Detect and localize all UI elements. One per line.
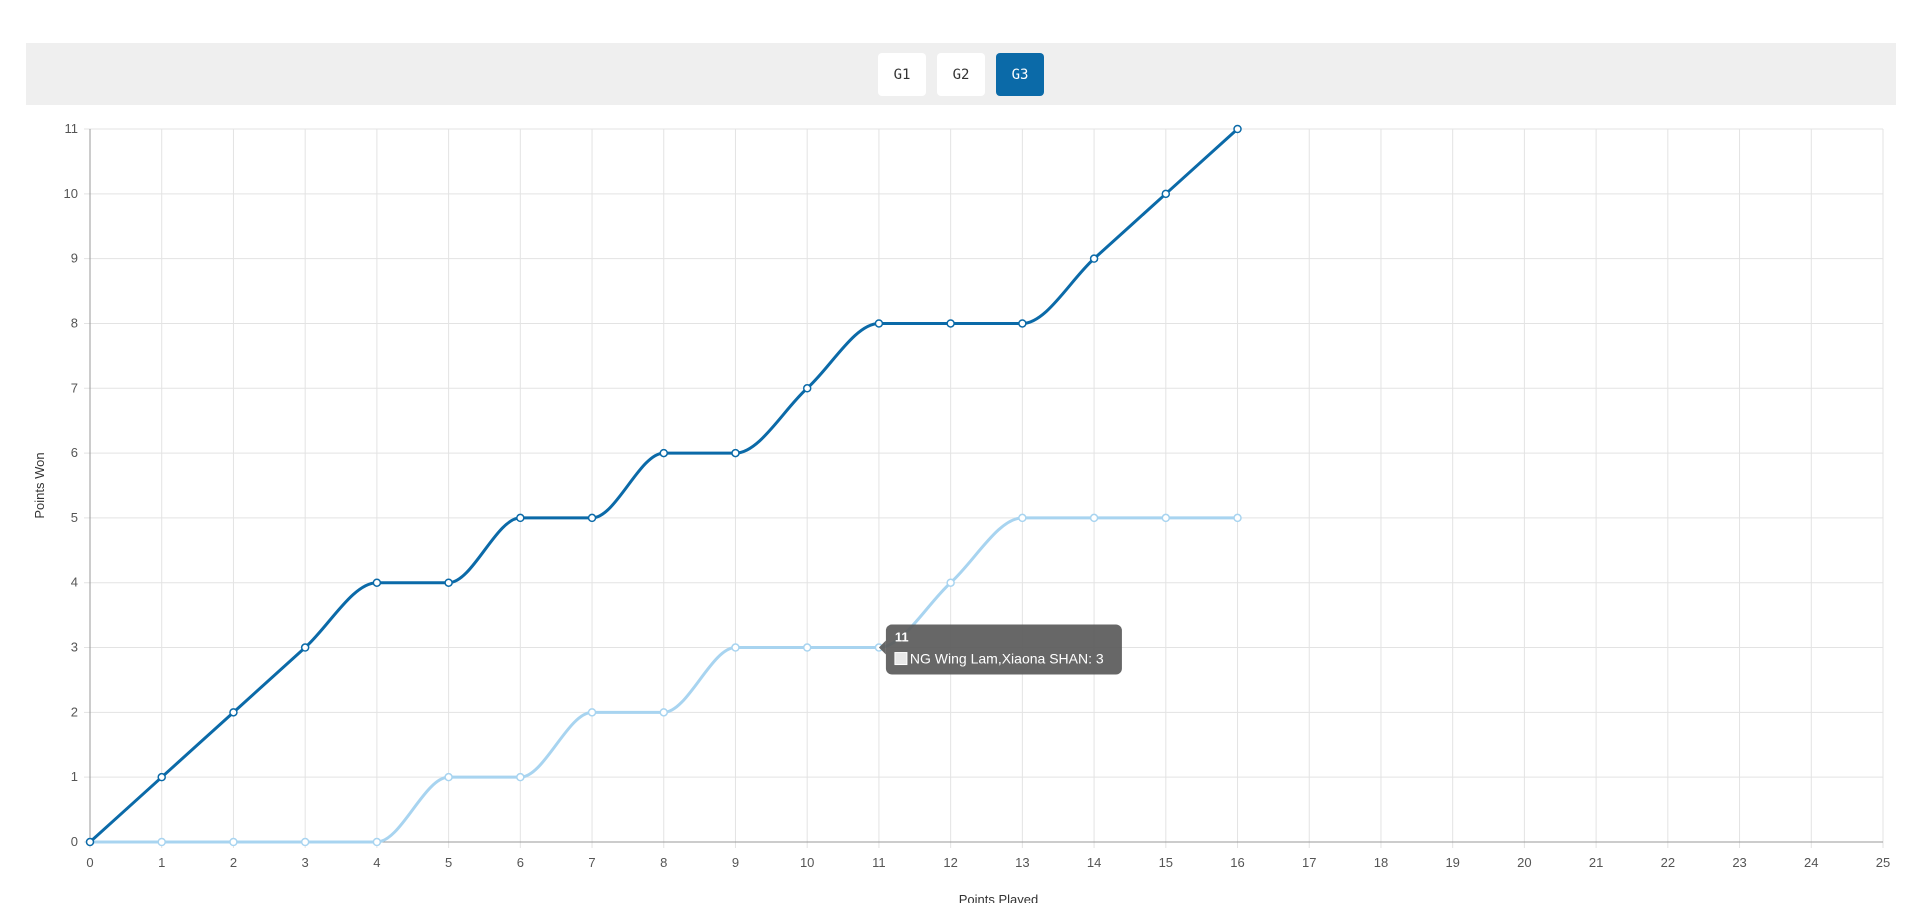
data-point[interactable] [372, 837, 382, 847]
x-tick-label: 12 [943, 855, 957, 870]
data-point[interactable] [731, 448, 740, 458]
x-tick-label: 23 [1732, 855, 1746, 870]
x-tick-label: 16 [1230, 855, 1244, 870]
tooltip-value: NG Wing Lam,Xiaona SHAN: 3 [910, 651, 1104, 667]
x-tick-label: 17 [1302, 855, 1316, 870]
data-point[interactable] [1089, 254, 1099, 263]
y-tick-label: 1 [71, 769, 78, 784]
tooltip-title: 11 [895, 630, 909, 645]
x-tick-label: 2 [230, 855, 237, 870]
series-lines [85, 124, 1242, 847]
data-point[interactable] [731, 643, 740, 652]
data-point[interactable] [157, 772, 166, 782]
data-point[interactable] [229, 708, 238, 717]
grid-lines [84, 128, 1884, 848]
x-tick-label: 11 [872, 855, 886, 870]
y-tick-label: 11 [65, 121, 79, 136]
y-tick-label: 4 [71, 575, 78, 590]
y-axis-title: Points Won [32, 452, 47, 518]
y-tick-label: 7 [71, 380, 78, 395]
x-tick-label: 10 [800, 855, 814, 870]
y-tick-label: 6 [71, 445, 78, 460]
data-point[interactable] [1161, 513, 1171, 523]
data-point[interactable] [802, 384, 812, 393]
x-tick-label: 20 [1517, 855, 1531, 870]
data-point[interactable] [946, 578, 955, 587]
x-tick-label: 24 [1804, 855, 1818, 870]
data-point[interactable] [85, 837, 95, 847]
x-tick-label: 15 [1159, 855, 1173, 870]
x-tick-label: 6 [517, 855, 524, 870]
data-point[interactable] [1089, 513, 1099, 523]
data-point[interactable] [1161, 189, 1171, 199]
data-point[interactable] [874, 319, 884, 328]
data-point[interactable] [1233, 513, 1242, 523]
tab-g2[interactable]: G2 [937, 53, 985, 96]
data-point[interactable] [300, 643, 310, 652]
data-point[interactable] [659, 708, 669, 717]
y-tick-label: 10 [64, 186, 78, 201]
x-tick-label: 0 [86, 855, 93, 870]
x-tick-label: 25 [1876, 855, 1890, 870]
game-tabs: G1 G2 G3 [26, 53, 1896, 96]
x-tick-label: 19 [1445, 855, 1459, 870]
y-tick-label: 9 [71, 251, 78, 266]
x-tick-label: 8 [660, 855, 667, 870]
data-point[interactable] [444, 772, 453, 782]
x-tick-label: 4 [373, 855, 380, 870]
tab-g3[interactable]: G3 [996, 53, 1044, 96]
tooltip-swatch [894, 652, 908, 666]
x-tick-label: 14 [1087, 855, 1101, 870]
x-tick-label: 7 [588, 855, 595, 870]
tooltip-caret [878, 640, 886, 655]
data-point[interactable] [659, 448, 669, 458]
y-tick-label: 8 [71, 315, 78, 330]
game-selector-bar: G1 G2 G3 [26, 43, 1896, 105]
data-point[interactable] [372, 578, 382, 587]
tick-labels: 0 1 2 3 4 5 6 7 8 9 10 11 12 13 14 15 16 17 18 19 20 21 22 23 24… [64, 121, 1891, 870]
data-point[interactable] [802, 643, 812, 652]
x-tick-label: 13 [1015, 855, 1029, 870]
series-1 [85, 124, 1242, 847]
data-point[interactable] [157, 837, 166, 847]
y-tick-label: 2 [71, 704, 78, 719]
x-tick-label: 1 [158, 855, 165, 870]
x-tick-label: 18 [1374, 855, 1388, 870]
data-point[interactable] [229, 837, 238, 847]
data-point[interactable] [1018, 513, 1027, 523]
y-tick-label: 5 [71, 510, 78, 525]
x-tick-label: 22 [1661, 855, 1675, 870]
data-point[interactable] [946, 319, 955, 328]
y-tick-label: 0 [71, 834, 78, 849]
data-point[interactable] [587, 708, 597, 717]
data-point[interactable] [516, 772, 525, 782]
y-tick-label: 3 [71, 640, 78, 655]
tooltip-box [885, 624, 1122, 675]
axes [89, 129, 1883, 843]
x-tick-label: 21 [1589, 855, 1603, 870]
tab-g1[interactable]: G1 [878, 53, 926, 96]
x-tick-label: 3 [302, 855, 309, 870]
x-tick-label: 5 [445, 855, 452, 870]
data-point[interactable] [300, 837, 310, 847]
x-tick-label: 9 [732, 855, 739, 870]
data-point[interactable] [516, 513, 525, 523]
data-point[interactable] [587, 513, 597, 523]
data-point[interactable] [1233, 124, 1242, 134]
data-point[interactable] [444, 578, 453, 587]
x-axis-title: Points Played [959, 892, 1039, 903]
data-point[interactable] [1018, 319, 1027, 328]
